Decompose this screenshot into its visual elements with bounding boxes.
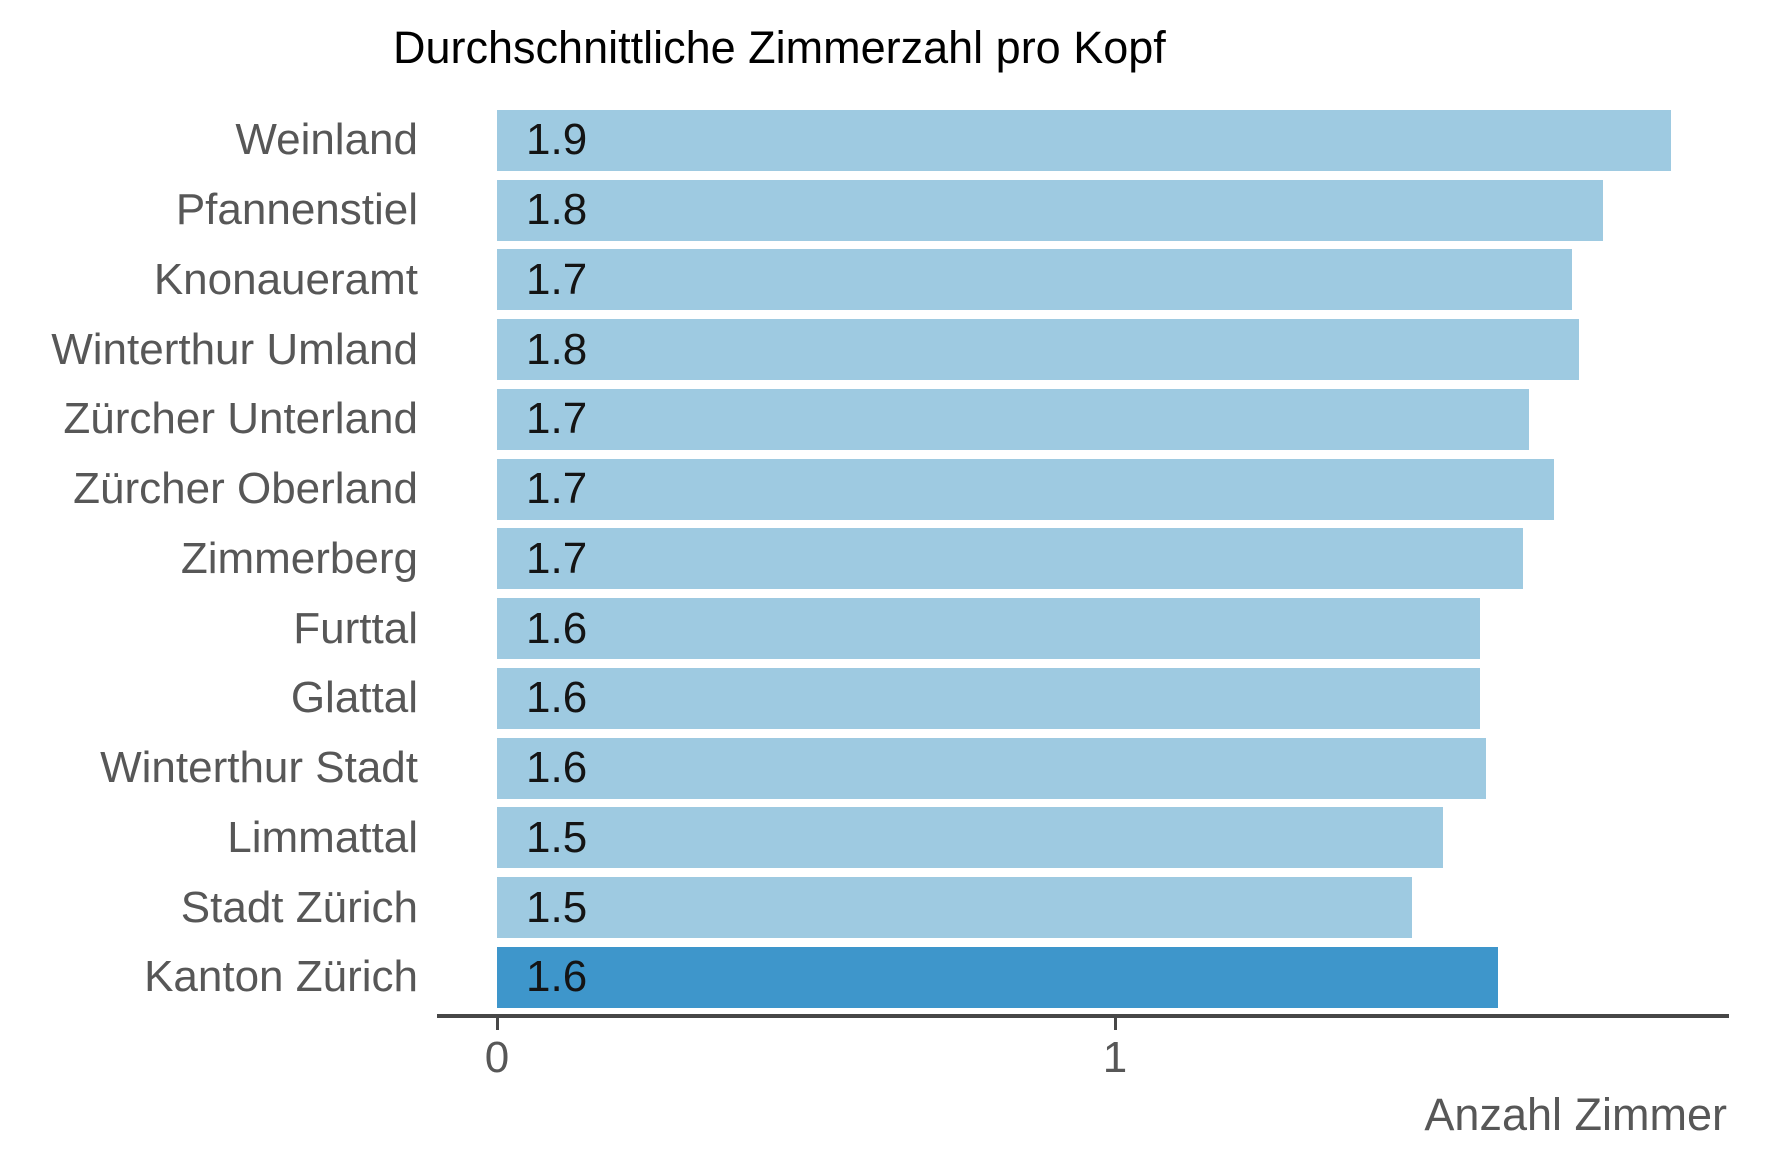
value-label: 1.6: [526, 952, 588, 1002]
value-label: 1.7: [526, 464, 588, 514]
bar: 1.6: [497, 946, 1498, 1008]
category-label: Pfannenstiel: [175, 185, 418, 235]
value-label: 1.8: [526, 185, 588, 235]
bar-row: Kanton Zürich 1.6: [0, 943, 1765, 1013]
bar: 1.6: [497, 737, 1486, 799]
bar-row: Winterthur Umland 1.8: [0, 315, 1765, 385]
bar: 1.9: [497, 109, 1671, 171]
bar-row: Knonaueramt 1.7: [0, 245, 1765, 315]
bar-row: Glattal 1.6: [0, 664, 1765, 734]
category-label: Winterthur Umland: [51, 324, 418, 374]
category-label: Stadt Zürich: [180, 882, 418, 932]
category-label: Winterthur Stadt: [100, 743, 418, 793]
bar: 1.5: [497, 807, 1443, 869]
bar-rows: Weinland 1.9 Pfannenstiel 1.8 Knonaueram…: [0, 106, 1765, 1013]
value-label: 1.6: [526, 603, 588, 653]
bar-row: Zürcher Unterland 1.7: [0, 385, 1765, 455]
category-label: Furttal: [293, 603, 418, 653]
x-axis-title: Anzahl Zimmer: [1424, 1089, 1727, 1140]
category-label: Zürcher Unterland: [63, 394, 418, 444]
bar: 1.7: [497, 249, 1572, 311]
x-axis-tick-0: [495, 1018, 499, 1030]
x-axis-tick-1: [1113, 1018, 1117, 1030]
value-label: 1.6: [526, 743, 588, 793]
bar: 1.6: [497, 667, 1480, 729]
bar-row: Zürcher Oberland 1.7: [0, 454, 1765, 524]
value-label: 1.6: [526, 673, 588, 723]
x-axis-tick-label-0: 0: [484, 1033, 510, 1082]
category-label: Limmattal: [227, 812, 418, 862]
bar: 1.6: [497, 598, 1480, 660]
category-label: Knonaueramt: [153, 254, 418, 304]
bar-row: Zimmerberg 1.7: [0, 524, 1765, 594]
value-label: 1.8: [526, 324, 588, 374]
bar: 1.8: [497, 179, 1603, 241]
chart-title: Durchschnittliche Zimmerzahl pro Kopf: [393, 22, 1166, 73]
value-label: 1.5: [526, 812, 588, 862]
x-axis-line: [437, 1014, 1729, 1018]
bar: 1.5: [497, 877, 1412, 939]
value-label: 1.7: [526, 533, 588, 583]
category-label: Kanton Zürich: [144, 952, 418, 1002]
bar-row: Stadt Zürich 1.5: [0, 873, 1765, 943]
value-label: 1.9: [526, 115, 588, 165]
category-label: Zimmerberg: [180, 533, 418, 583]
category-label: Zürcher Oberland: [73, 464, 418, 514]
x-axis-tick-label-1: 1: [1102, 1033, 1128, 1082]
bar-row: Pfannenstiel 1.8: [0, 175, 1765, 245]
bar: 1.8: [497, 319, 1579, 381]
category-label: Glattal: [290, 673, 418, 723]
bar-row: Winterthur Stadt 1.6: [0, 733, 1765, 803]
bar: 1.7: [497, 388, 1529, 450]
bar-row: Limmattal 1.5: [0, 803, 1765, 873]
value-label: 1.5: [526, 882, 588, 932]
bar-row: Furttal 1.6: [0, 594, 1765, 664]
value-label: 1.7: [526, 394, 588, 444]
category-label: Weinland: [235, 115, 418, 165]
bar-row: Weinland 1.9: [0, 106, 1765, 176]
bar: 1.7: [497, 458, 1554, 520]
bar: 1.7: [497, 528, 1523, 590]
value-label: 1.7: [526, 254, 588, 304]
